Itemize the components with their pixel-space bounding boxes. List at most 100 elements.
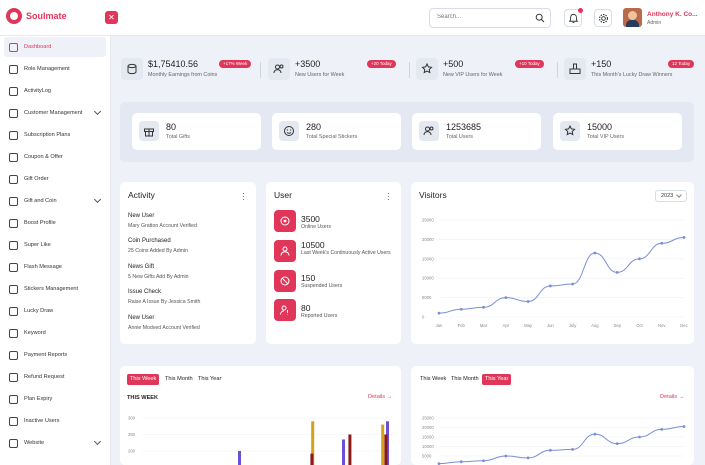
sidebar-item-role-management[interactable]: Role Management — [4, 59, 106, 79]
divider — [557, 62, 558, 78]
sidebar-collapse-button[interactable]: ✕ — [105, 11, 118, 24]
yearly-line-card — [411, 366, 694, 465]
details-link[interactable]: Details → — [660, 394, 684, 400]
sidebar-item-label: Coupon & Offer — [24, 154, 63, 160]
sidebar-item-plan-expiry[interactable]: Plan Expiry — [4, 389, 106, 409]
total-stickers-card: 280 Total Special Stickers — [272, 113, 401, 150]
stat-value: +3500 — [295, 59, 321, 69]
sidebar-item-customer-management[interactable]: Customer Management — [4, 103, 106, 123]
sidebar-item-subscription-plans[interactable]: Subscription Plans — [4, 125, 106, 145]
notifications-button[interactable] — [564, 8, 583, 27]
settings-button[interactable] — [594, 9, 612, 27]
gift-icon — [139, 121, 159, 141]
tab-this-week[interactable]: This Week — [127, 374, 160, 385]
gift-icon — [9, 174, 18, 184]
sidebar-item-flash-message[interactable]: Flash Message — [4, 257, 106, 277]
user-stat-value: 3500 — [301, 214, 320, 224]
data-point — [504, 296, 508, 299]
user-stat-label: Online Users — [301, 224, 331, 230]
activity-title: Issue Check — [128, 289, 162, 295]
data-point — [615, 442, 619, 446]
details-link-label[interactable]: Details — [660, 394, 678, 400]
refund-icon — [9, 372, 18, 382]
sidebar-item-label: Subscription Plans — [24, 132, 71, 138]
search-box[interactable] — [429, 8, 551, 28]
chevron-down-icon — [93, 437, 102, 446]
sidebar-item-activity-log[interactable]: ActivityLog — [4, 81, 106, 101]
total-label: Total VIP Users — [587, 134, 625, 140]
sidebar-item-label: Lucky Draw — [24, 308, 54, 314]
sidebar-item-gift-and-coin[interactable]: Gift and Coin — [4, 191, 106, 211]
vip-icon — [416, 58, 438, 80]
data-point — [459, 307, 463, 311]
stat-monthly-earnings: $1,75410.56 Monthly Earnings from Coins … — [121, 56, 256, 84]
active-users-icon — [274, 240, 296, 262]
user-stat-value: 150 — [301, 273, 316, 283]
sidebar-item-label: Customer Management — [24, 110, 83, 116]
online-users-icon — [274, 210, 296, 232]
sidebar-item-dashboard[interactable]: Dashboard — [4, 37, 106, 57]
users-icon — [268, 58, 290, 80]
close-icon: ✕ — [108, 13, 115, 22]
x-tick-label: Nov — [658, 323, 666, 328]
search-icon[interactable] — [535, 13, 545, 23]
x-tick-label: Oct — [636, 323, 643, 328]
details-link-label[interactable]: Details — [368, 394, 386, 400]
total-value: 80 — [166, 122, 177, 132]
sidebar-item-boost-profile[interactable]: Boost Profile — [4, 213, 106, 233]
yearly-line-chart: 25000 20000 15000 10000 5000 — [422, 416, 686, 465]
sidebar: Dashboard Role Management ActivityLog Cu… — [0, 36, 111, 465]
x-tick-label: Jun — [547, 323, 554, 328]
sidebar-item-label: Role Management — [24, 66, 70, 72]
coupon-icon — [9, 152, 18, 162]
users-icon — [419, 121, 439, 141]
total-gifts-card: 80 Total Gifts — [132, 113, 261, 150]
year-select[interactable]: 2023 — [655, 190, 687, 202]
globe-icon — [9, 438, 18, 448]
y-tick-label: 5000 — [422, 454, 432, 459]
tab-this-year[interactable]: This Year — [198, 376, 222, 382]
bar — [348, 434, 352, 465]
sticker-icon — [279, 121, 299, 141]
more-options-icon[interactable]: · · · — [242, 189, 245, 204]
customer-icon — [9, 108, 18, 118]
user-off-icon — [9, 416, 18, 426]
activity-title: New User — [128, 315, 155, 321]
activity-sub: Annie Modved Account Verified — [128, 325, 200, 331]
message-icon — [9, 262, 18, 272]
sidebar-item-keyword[interactable]: Keyword — [4, 323, 106, 343]
sidebar-item-website[interactable]: Website — [4, 433, 106, 453]
tab-this-year[interactable]: This Year — [482, 374, 512, 385]
more-options-icon[interactable]: · · · — [387, 189, 390, 204]
sidebar-item-stickers-management[interactable]: Stickers Management — [4, 279, 106, 299]
sidebar-item-inactive-users[interactable]: Inactive Users — [4, 411, 106, 431]
brand-logo[interactable]: Soulmate — [6, 8, 67, 24]
data-point — [526, 456, 530, 460]
sidebar-item-super-like[interactable]: Super Like — [4, 235, 106, 255]
tab-this-week[interactable]: This Week — [420, 376, 447, 382]
data-point — [593, 251, 597, 255]
chevron-down-icon — [93, 107, 102, 116]
sidebar-item-gift-order[interactable]: Gift Order — [4, 169, 106, 189]
bar — [310, 453, 314, 465]
sidebar-item-coupon-offer[interactable]: Coupon & Offer — [4, 147, 106, 167]
dashboard-icon — [9, 42, 18, 52]
sidebar-item-payment-reports[interactable]: Payment Reports — [4, 345, 106, 365]
data-point — [571, 282, 575, 286]
user-name[interactable]: Anthony K. Co... — [647, 11, 698, 18]
search-input[interactable] — [437, 14, 532, 20]
status-badge: +17% Week — [219, 60, 252, 68]
data-point — [437, 462, 441, 465]
tab-this-month[interactable]: This Month — [451, 376, 479, 382]
sidebar-item-label: Payment Reports — [24, 352, 68, 358]
user-card: User · · · 3500 Online Users 10500 Last We… — [266, 182, 401, 344]
avatar[interactable] — [623, 8, 642, 27]
sidebar-item-lucky-draw[interactable]: Lucky Draw — [4, 301, 106, 321]
sidebar-item-label: Stickers Management — [24, 286, 79, 292]
series-line — [438, 236, 685, 314]
y-tick-label: 10000 — [422, 444, 434, 449]
sidebar-item-refund-request[interactable]: Refund Request — [4, 367, 106, 387]
status-badge: 12 Today — [668, 60, 695, 68]
details-link[interactable]: Details → — [368, 394, 392, 400]
tab-this-month[interactable]: This Month — [165, 376, 193, 382]
